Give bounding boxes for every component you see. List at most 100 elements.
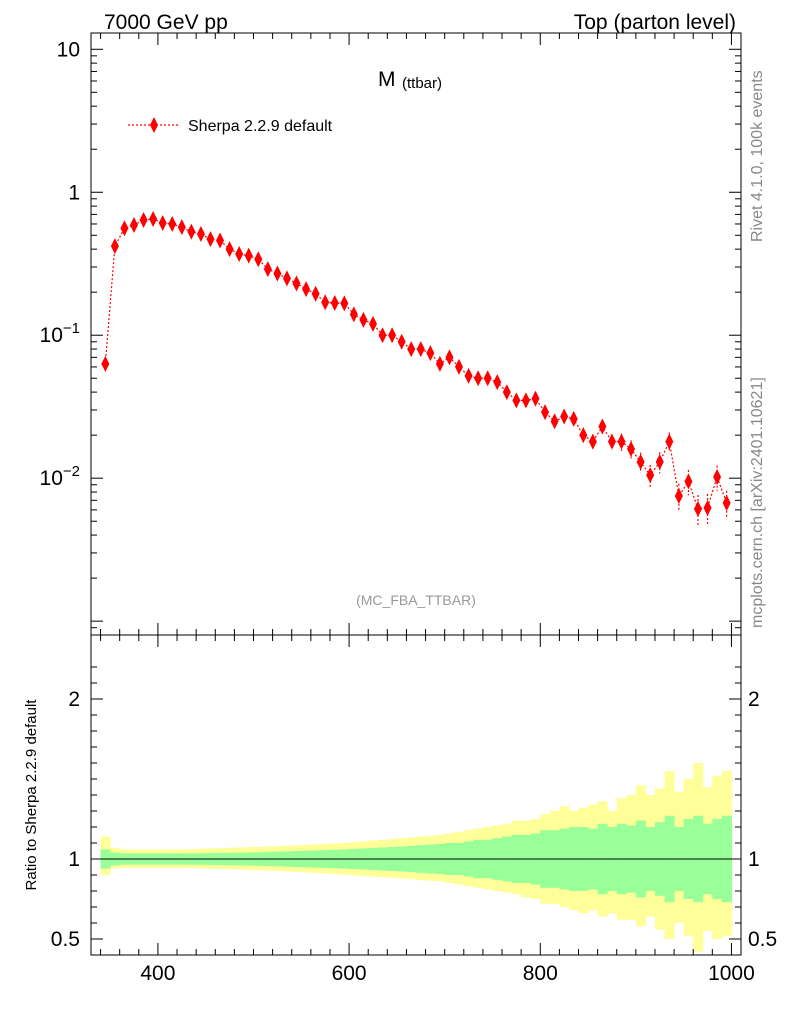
data-point — [244, 247, 253, 264]
data-point — [455, 358, 464, 375]
ratio-y-tick-label-right: 0.5 — [748, 928, 777, 951]
data-point — [598, 418, 607, 435]
main-plot-area — [101, 211, 731, 527]
data-point — [321, 294, 330, 311]
data-point — [158, 214, 167, 231]
data-point — [703, 499, 712, 516]
data-point — [646, 467, 655, 484]
ratio-panel: 0.5 0.5 1 1 2 2 400 600 800 1000 Ratio to Sherpa … — [23, 634, 777, 985]
data-point — [579, 427, 588, 444]
x-tick-label: 400 — [140, 962, 175, 985]
data-point — [502, 384, 511, 401]
data-point — [569, 410, 578, 427]
mcplots-label: mcplots.cern.ch [arXiv:2401.10621] — [749, 377, 766, 628]
y-tick-label: 10−1 — [40, 320, 80, 347]
data-point — [110, 238, 119, 255]
data-point — [235, 245, 244, 262]
data-point — [378, 327, 387, 344]
data-point — [130, 217, 139, 234]
data-point — [349, 306, 358, 323]
data-point — [168, 215, 177, 232]
data-point — [263, 261, 272, 278]
ratio-y-tick-label: 1 — [68, 848, 80, 871]
data-point — [196, 226, 205, 243]
data-point — [521, 392, 530, 409]
data-point — [512, 392, 521, 409]
data-point — [636, 453, 645, 470]
y-tick-label-base: 10 — [40, 324, 63, 347]
data-point — [101, 355, 110, 372]
legend-label: Sherpa 2.2.9 default — [188, 118, 333, 135]
analysis-label: (MC_FBA_TTBAR) — [356, 592, 476, 608]
data-point — [254, 251, 263, 268]
data-point — [560, 408, 569, 425]
data-point — [493, 374, 502, 391]
data-point — [388, 327, 397, 344]
data-point — [302, 281, 311, 298]
data-point — [588, 433, 597, 450]
data-point — [464, 367, 473, 384]
data-point — [282, 270, 291, 287]
data-point — [550, 413, 559, 430]
data-point — [531, 390, 540, 407]
data-point — [655, 453, 664, 470]
data-point — [120, 220, 129, 237]
ratio-y-tick-label-right: 1 — [748, 848, 760, 871]
data-point — [607, 433, 616, 450]
data-point — [340, 295, 349, 312]
data-point — [483, 370, 492, 387]
data-point — [541, 404, 550, 421]
header-left: 7000 GeV pp — [104, 11, 228, 34]
data-point — [225, 241, 234, 258]
data-point — [216, 232, 225, 249]
data-point — [292, 275, 301, 292]
legend: Sherpa 2.2.9 default — [128, 117, 333, 135]
data-point — [416, 341, 425, 358]
chart-title-main: M — [378, 68, 396, 91]
data-point — [407, 341, 416, 358]
data-point — [426, 345, 435, 362]
data-point — [149, 211, 158, 228]
data-point — [435, 355, 444, 372]
ratio-plot-area — [91, 763, 741, 952]
y-tick-label-exp: −2 — [63, 463, 80, 480]
data-point — [273, 265, 282, 282]
data-point — [368, 315, 377, 332]
data-point — [684, 473, 693, 490]
data-point — [713, 468, 722, 485]
x-tick-label: 600 — [332, 962, 367, 985]
chart-title-sub: (ttbar) — [402, 75, 442, 92]
data-point — [474, 370, 483, 387]
data-point — [665, 433, 674, 450]
x-tick-label: 800 — [523, 962, 558, 985]
header-right: Top (parton level) — [574, 11, 736, 34]
data-point — [722, 495, 731, 512]
legend-marker — [150, 117, 158, 133]
data-point — [330, 295, 339, 312]
data-point — [187, 223, 196, 240]
data-point — [397, 333, 406, 350]
ratio-axes: 0.5 0.5 1 1 2 2 400 600 800 1000 — [51, 635, 777, 985]
y-tick-label-exp: −1 — [63, 320, 80, 337]
y-tick-label-base: 10 — [40, 467, 63, 490]
data-point — [177, 219, 186, 236]
ratio-ylabel: Ratio to Sherpa 2.2.9 default — [23, 699, 40, 891]
data-point — [627, 440, 636, 457]
x-tick-label: 1000 — [708, 962, 755, 985]
y-tick-label: 10−2 — [40, 463, 80, 490]
data-point — [617, 433, 626, 450]
ratio-y-tick-label: 0.5 — [51, 928, 80, 951]
y-tick-label: 10 — [57, 38, 80, 61]
ratio-y-tick-label: 2 — [68, 688, 80, 711]
data-point — [139, 211, 148, 228]
data-point — [311, 285, 320, 302]
data-point — [359, 311, 368, 328]
y-tick-label: 1 — [68, 181, 80, 204]
data-point — [206, 231, 215, 248]
data-point — [693, 500, 702, 517]
rivet-label: Rivet 4.1.0, 100k events — [749, 70, 766, 242]
data-point — [674, 488, 683, 505]
